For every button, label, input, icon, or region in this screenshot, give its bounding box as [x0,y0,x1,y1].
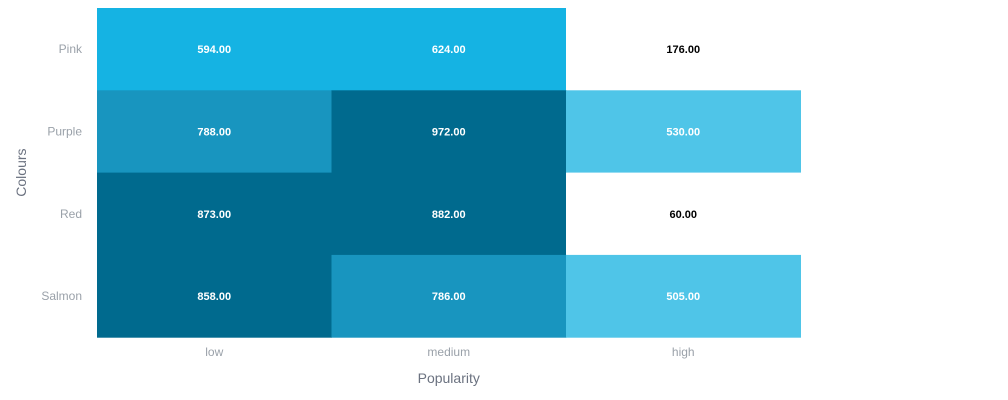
heatmap-cell-purple-medium [331,90,567,174]
heatmap-value-label: 972.00 [432,126,466,138]
heatmap-value-label: 788.00 [197,126,231,138]
y-tick-label: Red [60,207,82,221]
heatmap-value-label: 882.00 [432,209,466,221]
x-tick-label: high [672,345,695,359]
heatmap-value-label: 858.00 [197,291,231,303]
heatmap-value-label: 530.00 [666,126,700,138]
heatmap-cell-salmon-high [566,254,801,338]
heatmap-cell-pink-low [97,8,332,91]
heatmap-value-label: 786.00 [432,291,466,303]
y-tick-label: Salmon [41,289,82,303]
heatmap-value-label: 594.00 [197,44,231,56]
heatmap-value-label: 624.00 [432,44,466,56]
y-axis-title: Colours [13,148,29,196]
y-axis-ticks: Pink Purple Red Salmon [41,42,83,303]
x-tick-label: low [205,345,223,359]
y-tick-label: Purple [47,124,82,138]
heatmap-cell-red-medium [331,172,567,256]
heatmap-cell-salmon-medium [331,254,567,338]
heatmap-cell-pink-medium [331,8,567,91]
x-axis-title: Popularity [418,370,480,386]
y-tick-label: Pink [59,42,83,56]
heatmap-value-label: 176.00 [666,44,700,56]
heatmap-cell-pink-high [566,8,801,91]
heatmap-cell-purple-low [97,90,332,174]
heatmap-cell-purple-high [566,90,801,174]
heatmap-value-label: 60.00 [669,209,697,221]
heatmap-value-label: 873.00 [197,209,231,221]
heatmap-value-labels: 594.00 624.00 176.00 788.00 972.00 530.00 873.… [197,44,700,303]
x-tick-label: medium [427,345,470,359]
x-axis-ticks: low medium high [205,345,694,359]
heatmap-value-label: 505.00 [666,291,700,303]
heatmap-cell-red-high [566,172,801,256]
heatmap-cells [97,8,801,338]
heatmap-cell-red-low [97,172,332,256]
heatmap-cell-salmon-low [97,254,332,338]
